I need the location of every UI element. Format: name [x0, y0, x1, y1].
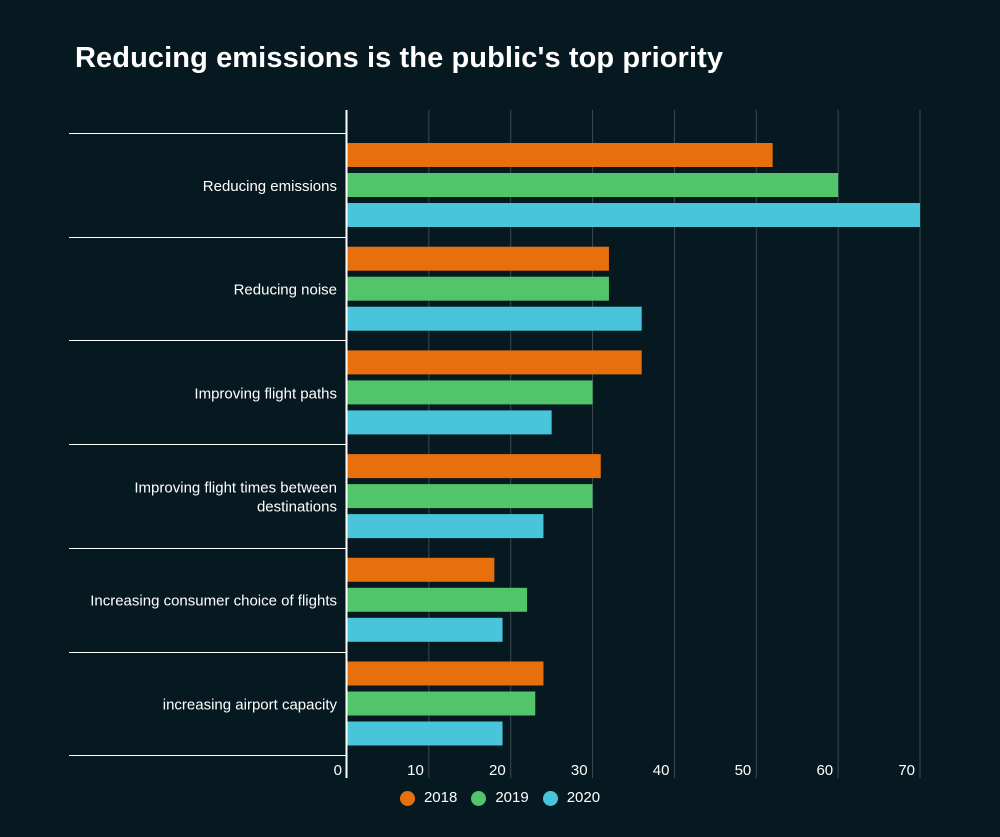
- bar-2020: [347, 721, 503, 746]
- bar-2019: [347, 691, 536, 716]
- bar-2019: [347, 173, 839, 197]
- bar-2019: [347, 484, 593, 509]
- chart-title: Reducing emissions is the public's top p…: [75, 42, 724, 74]
- bar-2018: [347, 661, 544, 686]
- bar-2018: [347, 454, 601, 479]
- x-tick-label: 30: [571, 762, 588, 779]
- x-tick-label: 40: [653, 762, 670, 779]
- x-tick-label: 60: [816, 762, 833, 779]
- legend-swatch: [471, 790, 487, 806]
- legend-item-2020[interactable]: 2020: [542, 788, 601, 808]
- legend-label: 2018: [423, 789, 458, 806]
- bar-2019: [347, 380, 593, 405]
- legend-swatch: [542, 790, 558, 806]
- category-label: Reducing noise: [234, 282, 337, 299]
- legend-label: 2019: [495, 789, 529, 806]
- legend-item-2019[interactable]: 2019: [471, 788, 529, 808]
- x-tick-label: 20: [489, 762, 506, 779]
- bar-2020: [347, 306, 642, 331]
- bar-2020: [347, 617, 503, 642]
- x-tick-label: 70: [898, 762, 915, 779]
- bar-2018: [347, 143, 773, 167]
- bar-2020: [347, 410, 552, 435]
- x-tick-label: 0: [334, 762, 342, 779]
- category-label: Improving flight times between destinatio…: [134, 479, 337, 515]
- bar-2018: [347, 246, 609, 271]
- bar-2019: [347, 587, 528, 612]
- category-label: Reducing emissions: [203, 178, 337, 195]
- bar-2018: [347, 557, 495, 582]
- legend-label: 2020: [566, 789, 601, 806]
- category-label: Increasing consumer choice of flights: [90, 593, 337, 610]
- legend-item-2018[interactable]: 2018: [399, 788, 458, 808]
- x-tick-label: 10: [407, 762, 424, 779]
- bar-2019: [347, 276, 609, 301]
- category-label: increasing airport capacity: [163, 696, 338, 713]
- bar-2018: [347, 350, 642, 375]
- category-label: Improving flight paths: [194, 385, 337, 402]
- legend: 2018 2019 2020: [0, 788, 1000, 808]
- bar-2020: [347, 514, 544, 539]
- legend-swatch: [399, 790, 415, 806]
- bar-2020: [347, 203, 920, 227]
- x-tick-label: 50: [735, 762, 752, 779]
